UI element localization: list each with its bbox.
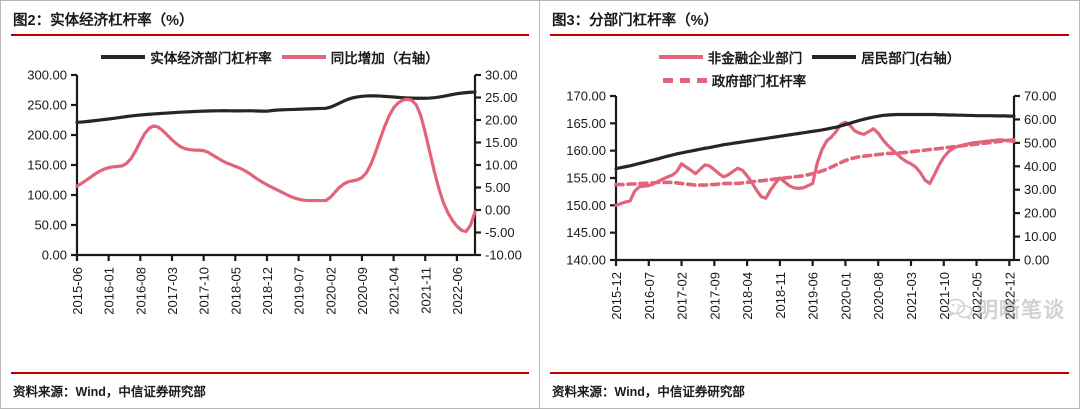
y2-axis-tick-label: 15.00	[485, 135, 518, 150]
legend-label: 同比增加（右轴）	[330, 51, 439, 66]
chart-legend: 实体经济部门杠杆率 同比增加（右轴）	[1, 36, 539, 67]
y2-axis-tick-label: 70.00	[1024, 90, 1057, 104]
legend-label: 实体经济部门杠杆率	[150, 51, 272, 66]
plot-area: 0.00 50.00 100.00 150.00 200.00 250.00 300.00 -…	[1, 67, 541, 327]
y-axis-tick-label: 100.00	[27, 188, 67, 203]
x-axis-tick-label: 2018-12	[260, 267, 275, 315]
line-chart-svg: 0.00 50.00 100.00 150.00 200.00 250.00 300.00 -…	[27, 68, 522, 315]
x-axis-tick-label: 2019-07	[292, 267, 307, 315]
x-axis-tick-label: 2018-11	[773, 272, 788, 319]
x-axis-tick-label: 2018-05	[228, 267, 243, 315]
y-axis-tick-label: 50.00	[34, 218, 67, 233]
legend-row: 非金融企业部门 居民部门(右轴）	[658, 47, 960, 67]
x-axis-tick-label: 2022-12	[1002, 272, 1017, 320]
x-axis-tick-label: 2022-05	[970, 272, 985, 320]
y2-axis-tick-label: 0.00	[485, 203, 510, 218]
y-axis-tick-label: 160.00	[566, 143, 606, 158]
x-axis-tick-label: 2019-06	[806, 272, 821, 320]
legend-dashed-line-icon	[662, 77, 707, 83]
series-line	[75, 97, 477, 234]
y2-axis-tick-label: -5.00	[485, 225, 515, 240]
plot-area: 140.00 145.00 150.00 155.00 160.00 165.00 170.…	[540, 90, 1080, 328]
y-axis-tick-label: 0.00	[42, 248, 67, 263]
x-axis-tick-label: 2021-03	[904, 272, 919, 320]
y-axis-tick-label: 140.00	[566, 253, 606, 268]
legend-line-icon	[812, 55, 857, 59]
chart-legend: 非金融企业部门 居民部门(右轴） 政府部门杠杆率	[540, 36, 1079, 90]
legend-item: 实体经济部门杠杆率	[101, 47, 272, 67]
y-axis-tick-label: 200.00	[27, 128, 67, 143]
chart-body: 非金融企业部门 居民部门(右轴） 政府部门杠杆率 140.00 145.00 150…	[540, 36, 1079, 372]
x-axis-tick-label: 2016-01	[102, 267, 117, 315]
page-title: 图2：实体经济杠杆率（%）	[13, 13, 194, 29]
source-note: 资料来源：Wind，中信证券研究部	[13, 385, 206, 399]
x-axis-tick-label: 2020-01	[838, 272, 853, 320]
y-axis-tick-label: 150.00	[27, 158, 67, 173]
y2-axis-tick-label: 30.00	[1024, 182, 1057, 197]
series-line	[614, 137, 1016, 187]
y2-axis-tick-label: 0.00	[1024, 253, 1049, 268]
x-axis-tick-label: 2017-03	[165, 267, 180, 315]
source-note: 资料来源：Wind，中信证券研究部	[552, 385, 745, 399]
x-axis-tick-label: 2020-02	[323, 267, 338, 315]
legend-item: 非金融企业部门	[658, 47, 803, 67]
legend-label: 居民部门(右轴）	[861, 51, 961, 66]
x-axis-tick-label: 2022-06	[450, 267, 465, 315]
title-divider	[11, 34, 529, 36]
y-axis-tick-label: 150.00	[566, 198, 606, 213]
x-axis-tick-label: 2015-12	[609, 272, 624, 320]
legend-line-icon	[658, 55, 703, 59]
line-chart-svg: 140.00 145.00 150.00 155.00 160.00 165.00 170.…	[566, 90, 1057, 320]
series-line	[75, 90, 477, 124]
y2-axis-tick-label: 5.00	[485, 180, 510, 195]
y-axis-tick-label: 155.00	[566, 171, 606, 186]
y2-axis-tick-label: 20.00	[1024, 206, 1057, 221]
y2-axis-tick-label: 10.00	[1024, 229, 1057, 244]
x-axis-tick-label: 2017-02	[675, 272, 690, 320]
x-axis-tick-label: 2016-08	[133, 267, 148, 315]
y-axis-tick-label: 145.00	[566, 225, 606, 240]
y-axis-tick-label: 300.00	[27, 68, 67, 83]
x-axis-tick-label: 2021-10	[937, 272, 952, 320]
series-line	[614, 120, 1016, 207]
figure-panel-3: 图3：分部门杠杆率（%） 非金融企业部门 居民部门(右轴）	[540, 0, 1080, 409]
y2-axis-tick-label: 60.00	[1024, 112, 1057, 127]
y2-axis-tick-label: 25.00	[485, 90, 518, 105]
x-axis-tick-label: 2020-09	[355, 267, 370, 315]
footer-divider	[550, 372, 1069, 374]
x-axis-tick-label: 2018-04	[740, 272, 755, 320]
x-axis-tick-label: 2016-07	[642, 272, 657, 320]
x-axis-tick-label: 2021-04	[387, 267, 402, 315]
x-axis-tick-label: 2021-11	[418, 267, 433, 314]
page-title: 图3：分部门杠杆率（%）	[552, 13, 718, 29]
x-axis-tick-label: 2015-06	[70, 267, 85, 315]
y2-axis-tick-label: 10.00	[485, 158, 518, 173]
legend-row: 实体经济部门杠杆率 同比增加（右轴）	[101, 47, 439, 67]
legend-row: 政府部门杠杆率	[662, 70, 807, 90]
y2-axis-tick-label: 30.00	[485, 68, 518, 83]
x-axis-tick-label: 2017-09	[707, 272, 722, 320]
x-axis-tick-label: 2017-10	[197, 267, 212, 315]
y2-axis-tick-label: -10.00	[485, 248, 522, 263]
y2-axis-tick-label: 50.00	[1024, 135, 1057, 150]
y-axis-tick-label: 165.00	[566, 116, 606, 131]
legend-item: 政府部门杠杆率	[662, 70, 807, 90]
y-axis-tick-label: 170.00	[566, 90, 606, 104]
title-divider	[550, 34, 1069, 36]
series-line	[614, 112, 1016, 171]
y2-axis-tick-label: 40.00	[1024, 159, 1057, 174]
legend-line-icon	[281, 55, 326, 59]
y-axis-tick-label: 250.00	[27, 98, 67, 113]
chart-body: 实体经济部门杠杆率 同比增加（右轴） 0.00 50.00 100.00 150.00…	[1, 36, 539, 372]
figure-panel-2: 图2：实体经济杠杆率（%） 实体经济部门杠杆率 同比增加（右轴） 0.00 50.…	[0, 0, 540, 409]
footer-divider	[11, 372, 529, 374]
legend-label: 非金融企业部门	[707, 51, 803, 66]
legend-line-icon	[101, 55, 146, 59]
x-axis-tick-label: 2020-08	[871, 272, 886, 320]
legend-item: 居民部门(右轴）	[812, 47, 960, 67]
y2-axis-tick-label: 20.00	[485, 113, 518, 128]
legend-label: 政府部门杠杆率	[711, 74, 807, 89]
legend-item: 同比增加（右轴）	[281, 47, 439, 67]
